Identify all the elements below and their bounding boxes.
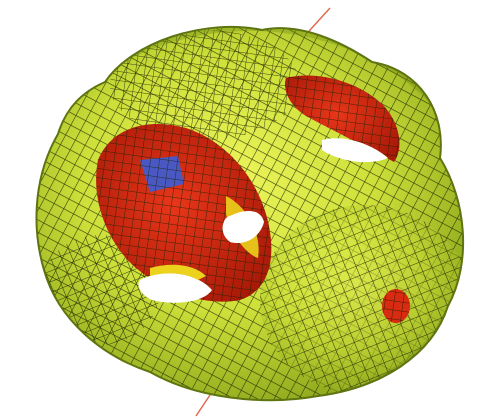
upper-right-cavity <box>284 75 400 163</box>
small-red-spot <box>382 289 410 323</box>
left-cavity <box>96 123 272 302</box>
lower-left-opening <box>138 264 212 303</box>
